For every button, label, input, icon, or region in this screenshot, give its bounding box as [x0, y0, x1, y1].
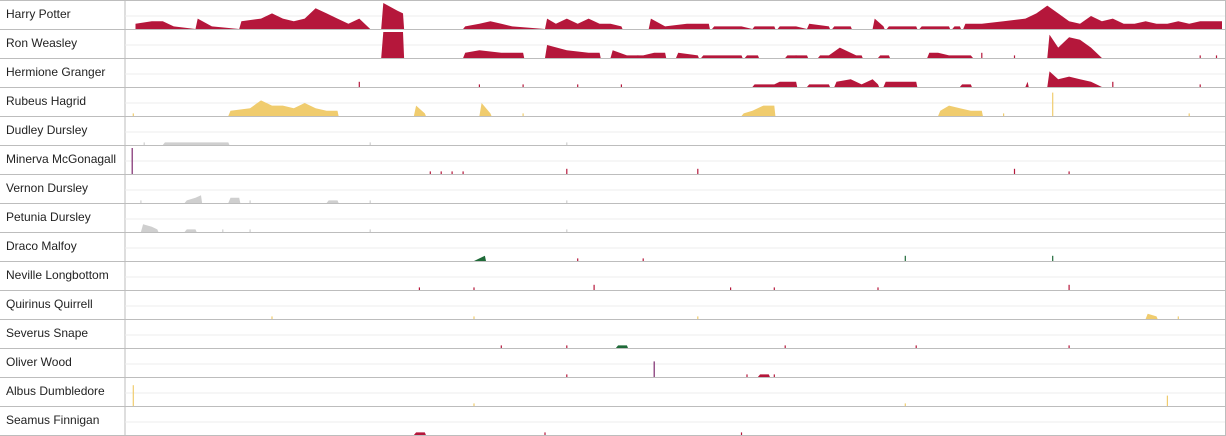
- character-row: Oliver Wood: [0, 355, 1226, 378]
- row-label: Quirinus Quirrell: [6, 297, 93, 311]
- series-area: [474, 255, 486, 261]
- row-label: Draco Malfoy: [6, 239, 77, 253]
- character-row: Neville Longbottom: [0, 268, 1226, 291]
- series-area: [413, 432, 426, 435]
- series-area: [228, 100, 983, 116]
- character-row: Hermione Granger: [0, 65, 1226, 88]
- row-label: Dudley Dursley: [6, 123, 87, 137]
- row-label: Harry Potter: [6, 7, 71, 21]
- series-area: [162, 142, 230, 145]
- series-area: [615, 345, 628, 348]
- character-row: Minerva McGonagall: [0, 152, 1226, 175]
- character-row: Rubeus Hagrid: [0, 94, 1226, 117]
- row-label: Hermione Granger: [6, 65, 105, 79]
- character-row: Seamus Finnigan: [0, 413, 1226, 436]
- character-row: Quirinus Quirrell: [0, 297, 1226, 320]
- series-area: [140, 224, 197, 232]
- series-area: [381, 32, 1102, 58]
- row-label: Minerva McGonagall: [6, 152, 116, 166]
- series-area: [752, 71, 1102, 87]
- row-label: Oliver Wood: [6, 355, 72, 369]
- row-label: Albus Dumbledore: [6, 384, 105, 398]
- series-area: [184, 195, 339, 203]
- series-area: [757, 374, 770, 377]
- row-label: Ron Weasley: [6, 36, 77, 50]
- character-row: Ron Weasley: [0, 32, 1226, 59]
- row-label: Severus Snape: [6, 326, 88, 340]
- character-row: Vernon Dursley: [0, 181, 1226, 204]
- character-row: Harry Potter: [0, 3, 1226, 30]
- character-row: Albus Dumbledore: [0, 384, 1226, 407]
- row-label: Vernon Dursley: [6, 181, 88, 195]
- character-row: Dudley Dursley: [0, 123, 1226, 146]
- row-label: Rubeus Hagrid: [6, 94, 86, 108]
- character-row: Severus Snape: [0, 326, 1226, 349]
- series-area: [1145, 313, 1158, 319]
- row-label: Seamus Finnigan: [6, 413, 99, 427]
- row-label: Petunia Dursley: [6, 210, 91, 224]
- row-label: Neville Longbottom: [6, 268, 109, 282]
- character-row: Draco Malfoy: [0, 239, 1226, 262]
- character-row: Petunia Dursley: [0, 210, 1226, 233]
- series-area: [135, 3, 1222, 29]
